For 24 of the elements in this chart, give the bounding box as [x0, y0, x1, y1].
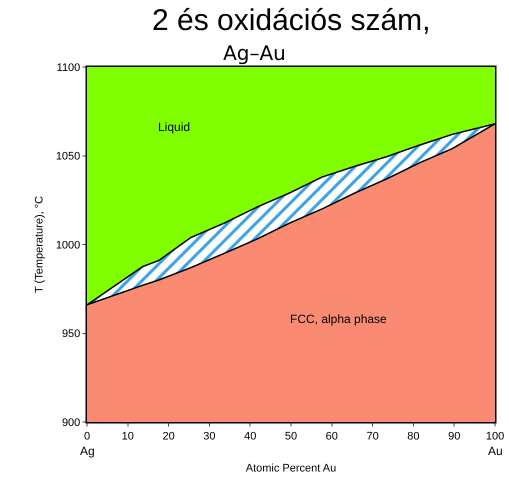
y-tick-label: 1050: [56, 150, 80, 163]
x-tick-label: 90: [448, 430, 460, 443]
y-axis-title: T (Temperature), °C: [34, 196, 46, 294]
x-tick-label: 100: [486, 430, 504, 443]
annotation: FCC, alpha phase: [290, 312, 388, 326]
y-tick-label: 1100: [56, 62, 80, 74]
chart-title: Ag–Au: [223, 41, 286, 66]
annotation: Au: [488, 444, 503, 458]
annotation: Ag: [80, 444, 95, 458]
annotation: Liquid: [158, 120, 190, 134]
text: 2 és oxidációs szám,: [152, 4, 430, 37]
y-tick-label: 950: [62, 328, 80, 340]
x-tick-label: 80: [407, 430, 420, 443]
y-tick-label: 900: [62, 416, 80, 429]
x-tick-label: 20: [162, 430, 175, 443]
x-tick-label: 30: [203, 430, 216, 443]
x-tick-label: 10: [122, 430, 134, 443]
y-tick-label: 1000: [56, 239, 80, 252]
x-axis-title: Atomic Percent Au: [246, 462, 336, 475]
x-tick-label: 0: [84, 430, 90, 443]
x-tick-label: 60: [326, 430, 338, 443]
x-tick-label: 40: [244, 430, 256, 443]
x-tick-label: 70: [366, 430, 379, 443]
x-tick-label: 50: [284, 430, 298, 443]
